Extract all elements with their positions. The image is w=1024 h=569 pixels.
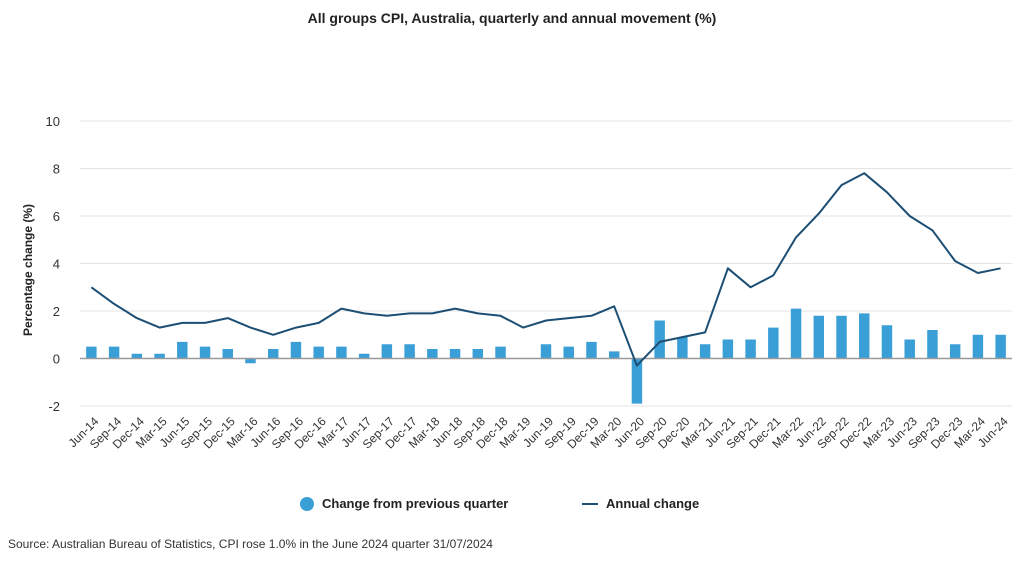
y-tick-label: 8 [53,162,60,177]
bar-Mar-21 [699,344,711,359]
chart-title: All groups CPI, Australia, quarterly and… [307,10,717,26]
annual-line [90,172,1001,367]
legend-bar-swatch [300,496,314,511]
bar-Sep-23 [927,330,938,359]
source-note: Source: Australian Bureau of Statistics,… [8,537,493,551]
bar-Sep-22 [836,315,847,359]
bar-Mar-15 [154,353,165,359]
legend-line-swatch [582,502,598,505]
y-tick-label: 2 [53,304,60,319]
y-tick-label: 0 [53,352,60,367]
bar-Sep-21 [745,339,756,359]
bar-Jun-18 [449,349,461,359]
y-tick-label: -2 [48,399,60,414]
bar-Jun-17 [358,353,370,359]
legend: Change from previous quarter Annual chan… [0,496,1024,520]
bar-Jun-23 [904,339,915,359]
y-tick-label: 10 [46,114,60,129]
bar-Sep-15 [199,346,211,359]
y-tick-label: 4 [53,257,60,272]
bar-Sep-18 [472,349,484,359]
bar-Sep-17 [381,344,393,359]
bar-Sep-20 [654,320,665,359]
legend-item-quarterly: Change from previous quarter [300,496,508,511]
bar-Jun-14 [86,346,97,359]
bar-Dec-18 [495,346,506,359]
bar-Dec-19 [586,341,597,359]
y-axis-label: Percentage change (%) [21,204,35,336]
bar-Jun-22 [813,315,825,359]
bar-Sep-19 [563,346,574,359]
annual-change-line [90,172,1001,367]
bar-Jun-24 [995,334,1006,359]
bar-Mar-20 [608,351,620,359]
bar-Dec-14 [131,353,143,359]
bar-Dec-16 [313,346,324,359]
bar-Mar-22 [790,308,802,359]
bar-Mar-18 [427,349,438,359]
bar-Dec-23 [949,344,961,359]
bar-Mar-17 [336,346,347,359]
bar-Sep-14 [108,346,120,359]
bar-Dec-22 [859,313,870,359]
bar-Mar-16 [245,358,256,364]
bar-Mar-23 [881,325,893,359]
bar-Dec-15 [222,349,233,359]
bar-Sep-16 [290,341,302,359]
bar-Jun-16 [267,349,279,359]
legend-line-label: Annual change [606,496,700,511]
bar-Dec-17 [404,344,415,359]
x-axis-ticks: Jun-14Sep-14Dec-14Mar-15Jun-15Sep-15Dec-… [66,414,1011,451]
y-axis-ticks: -2 0 2 4 6 8 10 [46,114,60,414]
legend-bar-label: Change from previous quarter [322,496,509,511]
bar-Mar-24 [972,334,984,359]
bar-Jun-20 [631,358,643,404]
bar-Dec-20 [677,337,688,359]
bar-Dec-21 [768,327,779,359]
bar-Jun-19 [540,344,552,359]
y-tick-label: 6 [53,209,60,224]
bar-Jun-15 [177,341,188,359]
quarterly-bars [86,308,1006,404]
bar-Jun-21 [722,339,734,359]
gridlines [80,120,1012,407]
legend-item-annual: Annual change [582,496,699,511]
